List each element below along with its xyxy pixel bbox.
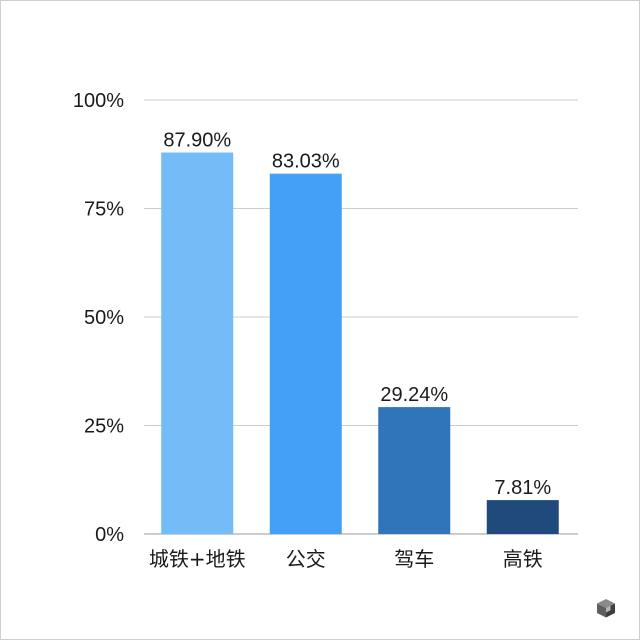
data-labels: 87.90% 83.03% 29.24% 7.81%: [163, 130, 551, 500]
x-category-label-1: 公交: [286, 547, 326, 571]
y-axis-tick-labels: 0% 25% 50% 75% 100%: [73, 90, 124, 546]
data-label-1: 83.03%: [272, 151, 340, 173]
bar-3: [486, 500, 559, 534]
bar-1: [269, 173, 342, 535]
bar-2: [378, 407, 451, 534]
y-tick-label-75: 75%: [84, 199, 124, 221]
y-tick-label-100: 100%: [73, 90, 124, 112]
y-tick-label-50: 50%: [84, 307, 124, 329]
cube-logo-icon: [597, 599, 615, 618]
bar-0: [161, 152, 234, 534]
y-tick-label-25: 25%: [84, 416, 124, 438]
data-label-3: 7.81%: [494, 477, 551, 499]
data-label-0: 87.90%: [163, 130, 231, 152]
y-tick-label-0: 0%: [95, 524, 124, 546]
x-axis-category-labels: 城铁+地铁 公交 驾车 高铁: [149, 547, 543, 571]
x-category-label-2: 驾车: [394, 547, 434, 571]
x-category-label-3: 高铁: [503, 547, 543, 571]
x-category-label-0: 城铁+地铁: [149, 547, 246, 571]
bars: [161, 152, 559, 535]
data-label-2: 29.24%: [380, 384, 448, 406]
